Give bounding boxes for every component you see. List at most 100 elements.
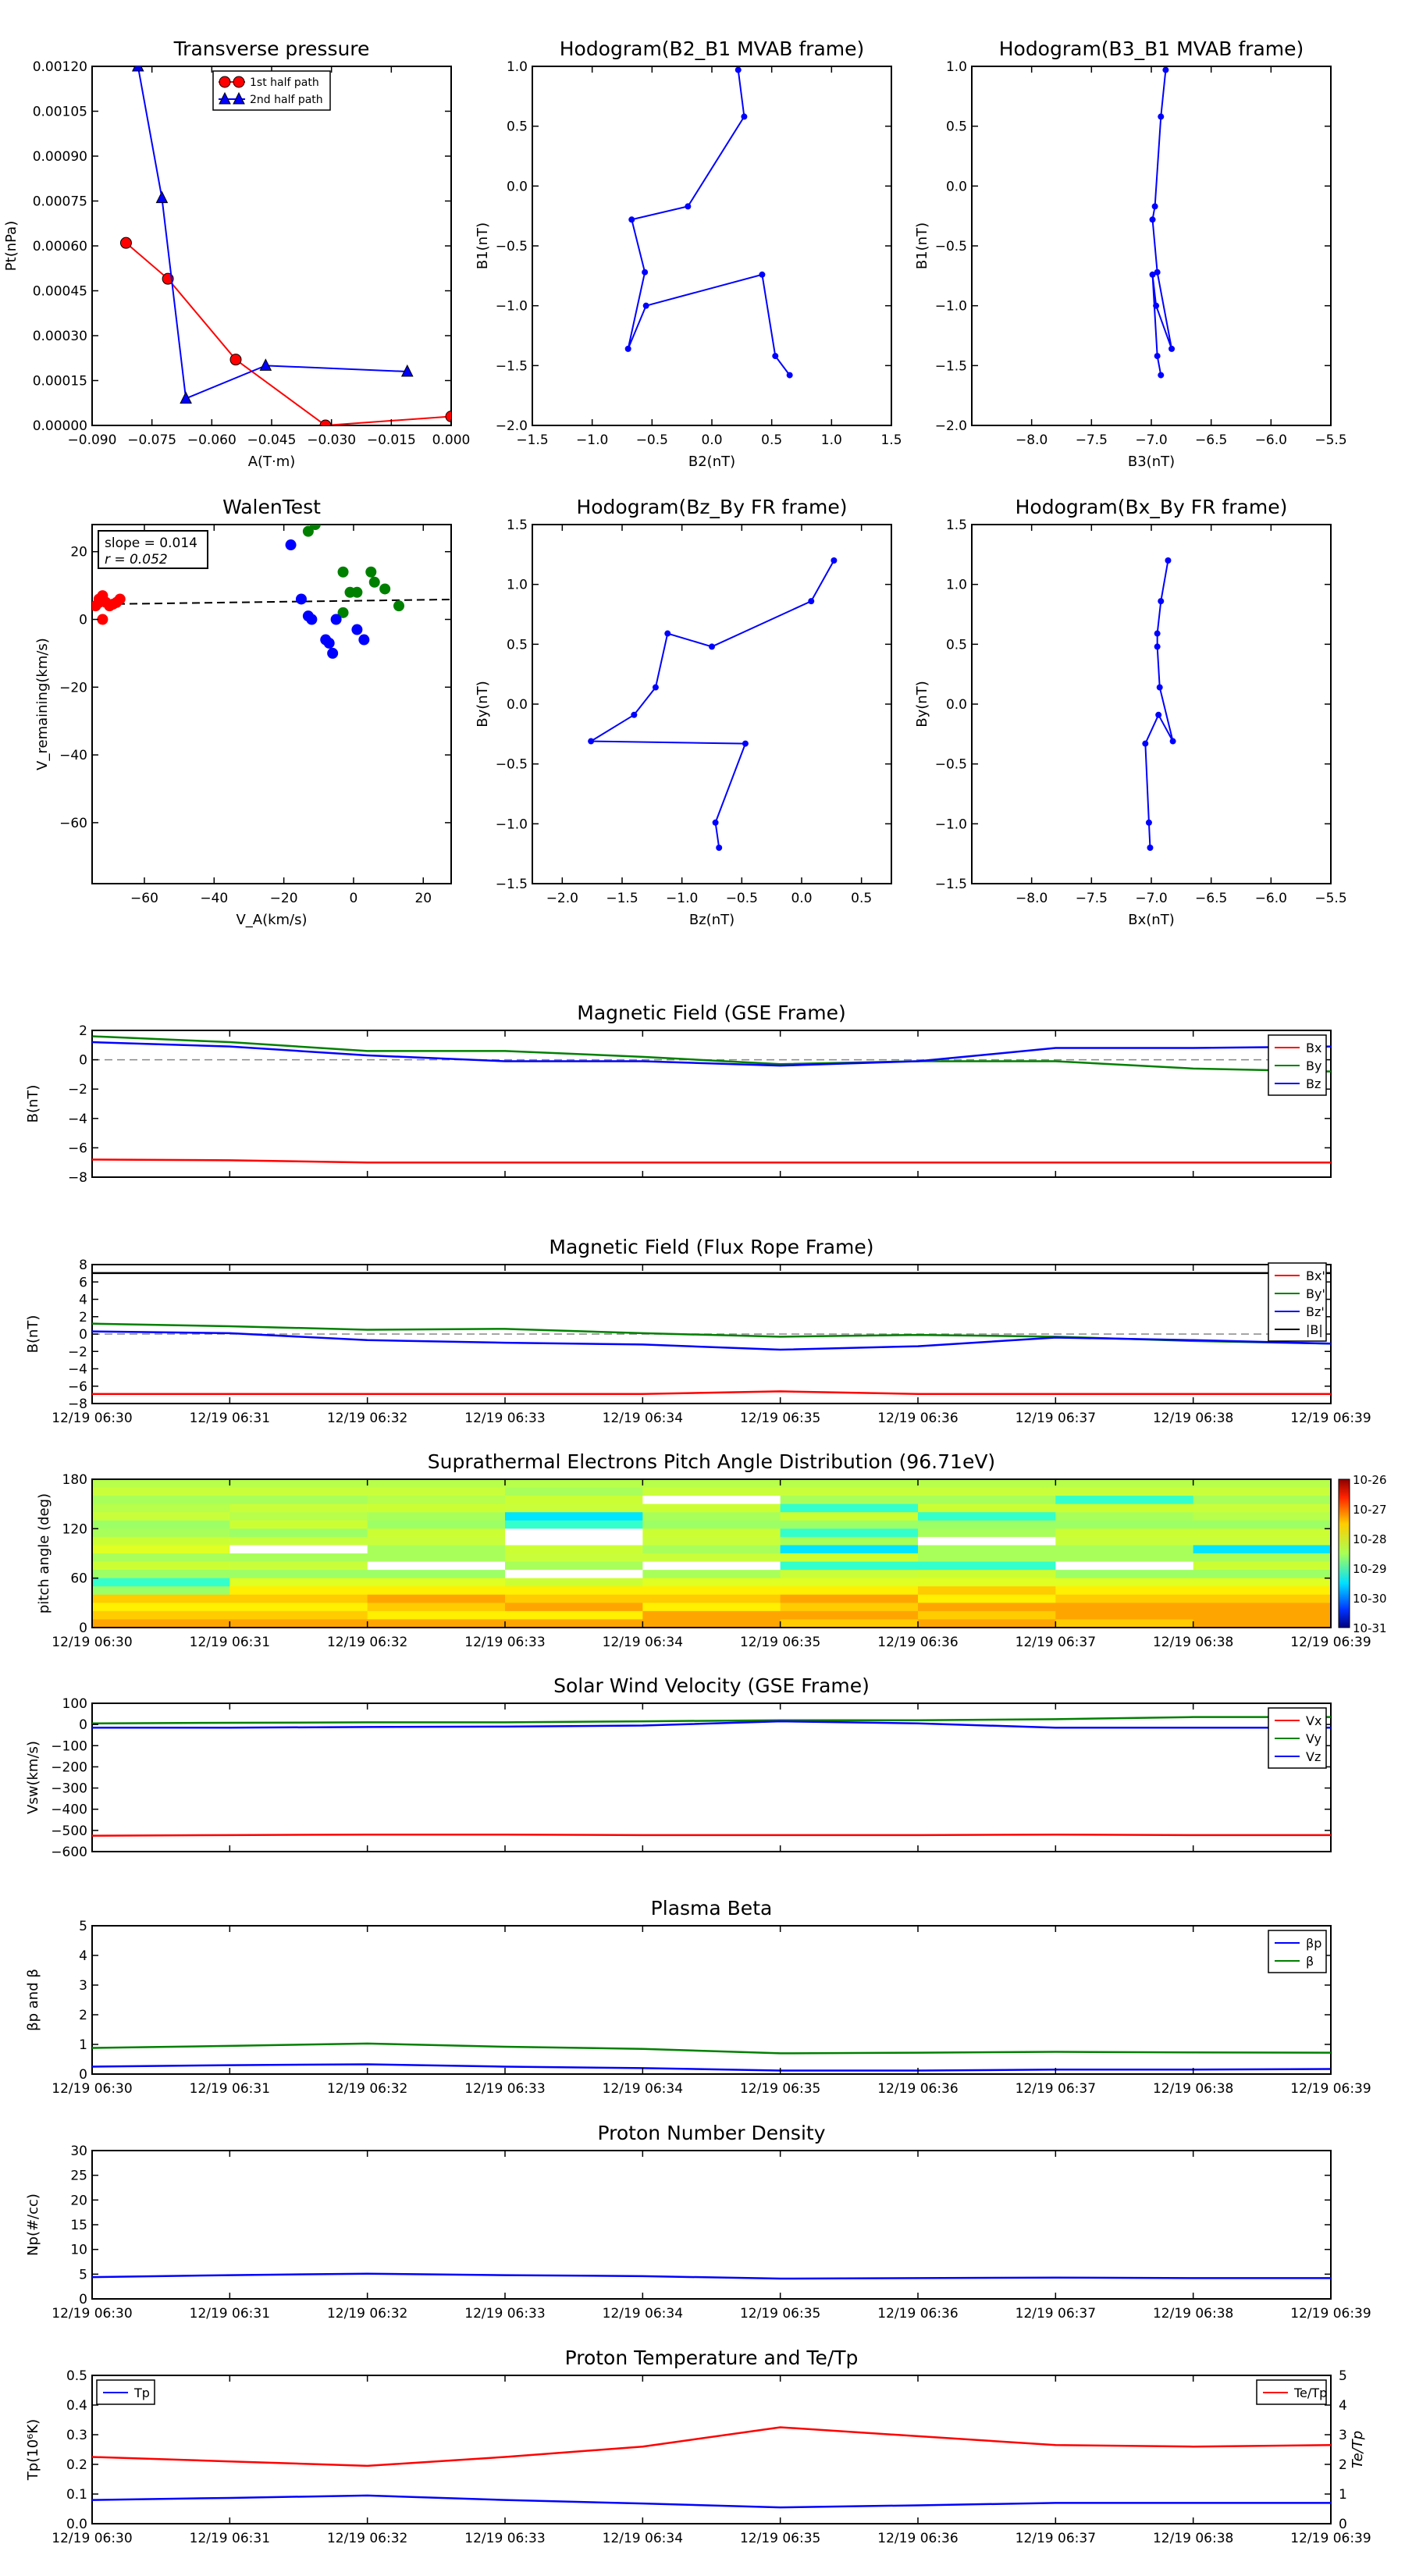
pad-heatmap-cell [367, 1536, 506, 1546]
pad-heatmap-cell [1193, 1479, 1332, 1489]
h3-series-group [588, 557, 838, 851]
pad-heatmap-cell [92, 1610, 230, 1620]
tp-point [319, 419, 332, 425]
h2-plot-area [971, 66, 1332, 426]
tp-ytick-label: 0.00015 [33, 374, 87, 390]
pad-heatmap-cell [367, 1503, 506, 1513]
h2-point [1154, 353, 1161, 360]
h1-xtick-label: 0.5 [761, 432, 782, 448]
beta-xtick-label: 12/19 06:30 [52, 2081, 132, 2097]
walen-ytick-label: −60 [59, 816, 87, 831]
walen-point-blue [327, 647, 339, 659]
h4-point [1154, 630, 1161, 637]
pad-heatmap-cell [1055, 1619, 1194, 1628]
beta-ytick-label: 4 [79, 1948, 87, 1964]
pad-heatmap-cell [505, 1553, 643, 1563]
np-ytick-label: 0 [79, 2292, 87, 2307]
pad-heatmap-cell [780, 1586, 919, 1596]
pad-heatmap-cell [1193, 1578, 1332, 1587]
pad-heatmap-cell [367, 1545, 506, 1554]
h3-ylabel: By(nT) [475, 681, 491, 727]
pad-heatmap-cell [505, 1496, 643, 1505]
vsw-line-Vy [91, 1716, 1331, 1725]
tp-xtick-label: −0.045 [247, 432, 297, 448]
pad-heatmap-cell [229, 1610, 368, 1620]
h1-point [642, 302, 649, 309]
pad-heatmap-cell [1055, 1578, 1194, 1587]
h2-ytick-label: −1.5 [935, 358, 967, 374]
pad-heatmap-cell [780, 1561, 919, 1571]
pad-heatmap-cell [505, 1487, 643, 1496]
tp2-ytick-label: 0.4 [66, 2398, 87, 2414]
h1-plot-area [532, 66, 892, 426]
pad-heatmap-cell [92, 1528, 230, 1538]
mag_fr-ytick-label: 2 [79, 1310, 87, 1325]
pad-heatmap-cell [780, 1603, 919, 1612]
tp-ytick-label: 0.00075 [33, 194, 87, 210]
beta-xtick-label: 12/19 06:35 [740, 2081, 820, 2097]
pad-heatmap-cell [780, 1512, 919, 1521]
mag_fr-xtick-label: 12/19 06:33 [464, 1411, 545, 1426]
pad-heatmap-cell [918, 1503, 1056, 1513]
mag_gse-plot-area [91, 1030, 1332, 1178]
h3-ytick-label: 0.0 [507, 697, 528, 713]
tp2-line-Te/Tp [91, 2426, 1332, 2467]
pad-heatmap-cell [1055, 1603, 1194, 1612]
h3-ytick-label: −1.0 [496, 817, 528, 832]
pad-heatmap-cell [505, 1619, 643, 1628]
tp2-xtick-label: 12/19 06:37 [1016, 2531, 1096, 2546]
h3-xtick-label: −2.0 [546, 891, 578, 906]
h3-xlabel: Bz(nT) [689, 912, 735, 928]
pad-heatmap-cell [367, 1610, 506, 1620]
mag_fr-xtick-label: 12/19 06:38 [1153, 1411, 1233, 1426]
pad-xtick-label: 12/19 06:38 [1153, 1635, 1233, 1650]
pad-heatmap-cell [229, 1536, 368, 1546]
h2-xtick-label: −5.5 [1314, 432, 1346, 448]
pad-heatmap-cell [1193, 1496, 1332, 1505]
pad-heatmap-cell [1193, 1512, 1332, 1521]
pad-colorbar-label: 10-28 [1353, 1532, 1387, 1546]
pad-heatmap-cell [918, 1603, 1056, 1612]
h1-point [759, 271, 766, 278]
tp2-xtick-label: 12/19 06:30 [52, 2531, 132, 2546]
pad-heatmap-cell [92, 1503, 230, 1513]
pad-heatmap-cell [505, 1610, 643, 1620]
tp2-title: Proton Temperature and Te/Tp [565, 2347, 859, 2369]
mag_gse-chart: Magnetic Field (GSE Frame) −8 −6 −4 −2 0 2 B(nT… [25, 1002, 1332, 1186]
h1-xlabel: B2(nT) [688, 454, 735, 470]
h4-ylabel: By(nT) [914, 681, 930, 727]
h1-xtick-label: −1.5 [516, 432, 548, 448]
h3-point [631, 711, 638, 718]
h2-title: Hodogram(B3_B1 MVAB frame) [999, 37, 1304, 60]
pad-heatmap-cell [642, 1496, 781, 1505]
beta-xtick-label: 12/19 06:33 [464, 2081, 545, 2097]
walen-xtick-label: −40 [200, 891, 228, 906]
pad-heatmap-cell [92, 1561, 230, 1571]
mag_fr-xtick-label: 12/19 06:36 [877, 1411, 958, 1426]
h1-series-group [624, 66, 793, 379]
beta-xtick-label: 12/19 06:36 [877, 2081, 958, 2097]
tp2-ylabel: Tp(10⁶K) [25, 2419, 41, 2481]
pad-heatmap-cell [1055, 1496, 1194, 1505]
pad-heatmap-cell [780, 1545, 919, 1554]
h2-xtick-label: −8.0 [1016, 432, 1048, 448]
pad-plot-area [91, 1478, 1332, 1628]
pad-heatmap-cell [642, 1503, 781, 1513]
pad-heatmap-cell [505, 1512, 643, 1521]
pad-heatmap-cell [1193, 1586, 1332, 1596]
beta-legend-frame [1268, 1930, 1327, 1973]
walen-point-green [365, 566, 377, 578]
pad-heatmap-cell [229, 1578, 368, 1587]
walen-xlabel: V_A(km/s) [236, 912, 307, 928]
h4-ytick-label: 1.5 [946, 518, 967, 533]
pad-heatmap-cell [780, 1520, 919, 1529]
pad-heatmap-cell [92, 1520, 230, 1529]
tp2-xtick-label: 12/19 06:35 [740, 2531, 820, 2546]
pad-heatmap-cell [229, 1603, 368, 1612]
h1-point [741, 113, 748, 120]
tp-legend-marker [233, 76, 245, 88]
tp2-ytick-label: 0.5 [66, 2368, 87, 2384]
np-xtick-label: 12/19 06:36 [877, 2306, 958, 2322]
pad-colorbar: 10-26 10-27 10-28 10-29 10-30 10-31 [1338, 1473, 1387, 1635]
